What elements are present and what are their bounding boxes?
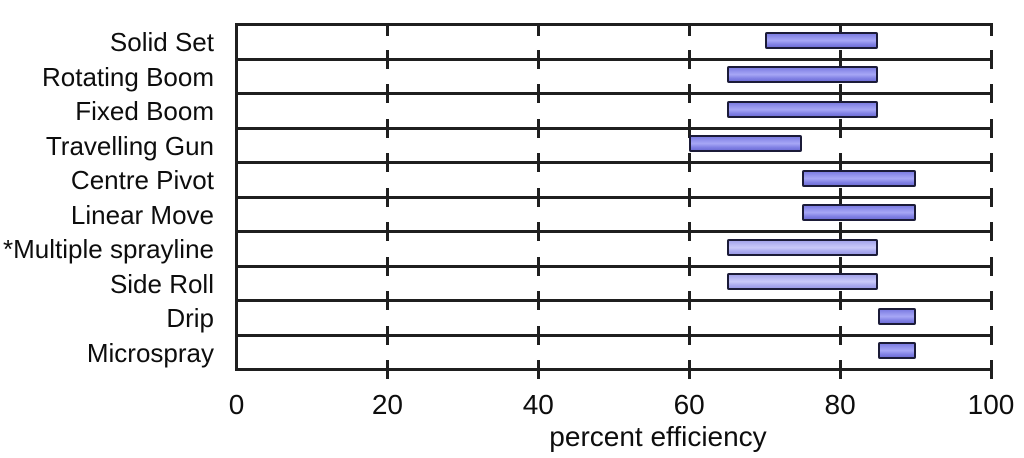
row-grid-line	[234, 264, 993, 268]
axis-tick	[385, 291, 389, 310]
row-grid-line	[234, 195, 993, 199]
range-bar	[802, 204, 916, 222]
axis-tick	[989, 49, 993, 69]
category-label: Side Roll	[109, 268, 214, 299]
axis-tick	[838, 222, 842, 241]
axis-tick	[838, 23, 842, 36]
axis-tick	[989, 325, 993, 345]
axis-tick	[536, 291, 540, 310]
range-bar	[689, 135, 803, 153]
axis-tick	[687, 49, 691, 69]
axis-tick	[687, 222, 691, 241]
axis-tick	[989, 23, 993, 36]
axis-tick	[385, 49, 389, 69]
x-tick-label: 40	[522, 389, 554, 420]
axis-tick	[536, 187, 540, 207]
range-bar	[877, 342, 916, 360]
axis-tick	[385, 256, 389, 276]
x-tick-label: 100	[967, 389, 1015, 420]
category-label: Microspray	[86, 337, 214, 368]
axis-tick	[385, 23, 389, 36]
axis-tick	[989, 187, 993, 207]
axis-tick	[536, 256, 540, 276]
x-tick-label: 80	[824, 389, 856, 420]
axis-tick	[385, 118, 389, 138]
axis-tick	[536, 360, 540, 379]
x-tick-label: 60	[673, 389, 705, 420]
range-bar	[726, 238, 878, 256]
row-grid-line	[234, 230, 993, 233]
axis-tick	[536, 84, 540, 103]
category-label: Linear Move	[70, 199, 214, 230]
axis-tick	[989, 84, 993, 103]
axis-tick	[536, 153, 540, 172]
x-tick-label: 0	[228, 389, 245, 420]
axis-tick	[838, 118, 842, 138]
axis-tick	[687, 291, 691, 310]
axis-tick	[838, 84, 842, 103]
category-label: Travelling Gun	[45, 130, 214, 161]
axis-tick	[687, 118, 691, 138]
range-bar	[726, 100, 878, 118]
row-grid-line	[234, 299, 993, 302]
x-axis-title: percent efficiency	[549, 421, 767, 452]
x-tick-label: 20	[371, 389, 403, 420]
axis-tick	[989, 118, 993, 138]
row-grid-line	[234, 368, 993, 371]
axis-tick	[385, 153, 389, 172]
axis-tick	[536, 49, 540, 69]
axis-tick	[687, 256, 691, 276]
axis-tick	[838, 325, 842, 345]
range-bar	[877, 307, 916, 325]
axis-tick	[385, 84, 389, 103]
axis-tick	[838, 256, 842, 276]
axis-tick	[687, 84, 691, 103]
category-label: Centre Pivot	[70, 165, 214, 196]
axis-tick	[838, 49, 842, 69]
axis-tick	[989, 153, 993, 172]
axis-tick	[385, 325, 389, 345]
category-label: Fixed Boom	[75, 96, 214, 127]
row-grid-line	[234, 161, 993, 164]
axis-tick	[536, 325, 540, 345]
row-grid-line	[234, 57, 993, 61]
range-bar	[726, 273, 878, 291]
axis-tick	[687, 360, 691, 379]
range-bar	[764, 31, 878, 49]
row-grid-line	[234, 126, 993, 130]
row-grid-line	[234, 333, 993, 337]
row-grid-line	[234, 92, 993, 95]
axis-tick	[838, 291, 842, 310]
axis-tick	[536, 118, 540, 138]
category-label: *Multiple sprayline	[3, 234, 214, 265]
axis-tick	[989, 222, 993, 241]
axis-tick	[687, 153, 691, 172]
axis-tick	[989, 360, 993, 379]
axis-tick	[536, 222, 540, 241]
axis-tick	[687, 23, 691, 36]
axis-tick	[687, 325, 691, 345]
range-bar	[726, 66, 878, 84]
axis-tick	[687, 187, 691, 207]
axis-tick	[385, 222, 389, 241]
axis-tick	[385, 187, 389, 207]
axis-tick	[385, 360, 389, 379]
category-label: Rotating Boom	[42, 61, 214, 92]
row-grid-line	[234, 23, 993, 26]
category-label: Drip	[166, 303, 214, 334]
axis-tick	[838, 153, 842, 172]
axis-tick	[536, 23, 540, 36]
axis-tick	[989, 256, 993, 276]
category-label: Solid Set	[109, 27, 214, 58]
range-bar	[802, 169, 916, 187]
axis-tick	[989, 291, 993, 310]
axis-tick	[838, 187, 842, 207]
axis-tick	[838, 360, 842, 379]
